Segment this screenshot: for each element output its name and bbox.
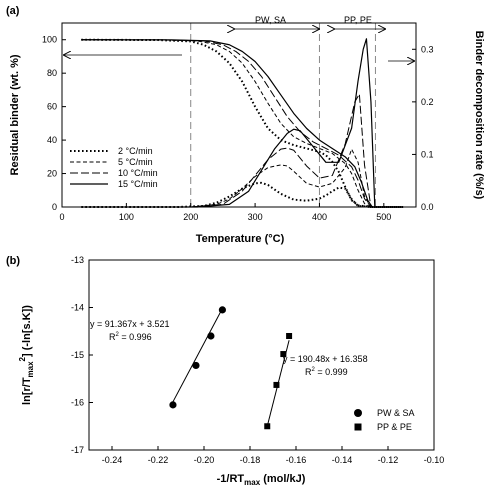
fit-r2-pw-sa-sup: 2 <box>116 332 120 338</box>
y-right-tick-label: 0.3 <box>421 44 434 54</box>
panel-a-region-lines <box>190 23 376 207</box>
region-label-pw-sa: PW, SA <box>255 15 286 25</box>
x-tick-label: 0 <box>59 212 64 222</box>
residual-curve <box>81 39 404 208</box>
rate-curve <box>81 93 404 208</box>
fit-equation-pw-sa: y = 91.367x + 3.521 <box>90 319 170 329</box>
panel-b-legend: PW & SA PP & PE <box>354 408 415 432</box>
panel-a-plot <box>81 38 404 208</box>
y-tick-label: 0 <box>52 202 57 212</box>
fit-r2-pw-sa-value: = 0.996 <box>119 332 152 342</box>
data-point <box>192 361 200 370</box>
panel-b-ylabel-tail: ] (-ln[s.K]) <box>21 305 33 357</box>
x-tick-label: -0.14 <box>332 455 353 465</box>
panel-b-xlabel-sub: max <box>244 478 261 487</box>
x-tick-label: -0.18 <box>240 455 261 465</box>
y-tick-label: -17 <box>71 445 84 455</box>
x-tick-label: -0.16 <box>286 455 307 465</box>
panel-a-ylabel: Residual binder (wt. %) <box>9 54 21 175</box>
legend-label: PW & SA <box>377 408 415 418</box>
panel-b-ylabel-sup: 2 <box>18 356 27 361</box>
panel-b: (b) -0.24 -0.22 -0.20 -0.18 -0.16 -0.14 -0.12-… <box>6 255 444 487</box>
panel-b-xlabel: -1/RTmax (mol/kJ) <box>217 473 306 487</box>
x-tick-label: 400 <box>312 212 327 222</box>
fit-r2-pw-sa-letter: R <box>109 332 116 342</box>
x-tick-label: 500 <box>376 212 391 222</box>
legend-label: 10 °C/min <box>118 168 158 178</box>
panel-a-frame <box>61 22 417 208</box>
y-tick-label: 100 <box>42 35 57 45</box>
fit-r2-pp-pe-letter: R <box>305 367 312 377</box>
data-point <box>273 381 280 388</box>
rate-curve <box>81 181 404 208</box>
fit-equation-pp-pe: y = 190.48x + 16.358 <box>283 354 368 364</box>
residual-curve <box>81 39 404 208</box>
panel-a: (a) 0 100 200 300 400 500 0 20 40 60 80 100 0.0 0.1 0.… <box>6 5 485 245</box>
panel-b-label: (b) <box>6 255 20 267</box>
y-tick-label: -13 <box>71 255 84 265</box>
residual-curve <box>81 39 404 208</box>
panel-b-plot <box>169 306 293 430</box>
y-tick-label: -16 <box>71 398 84 408</box>
legend-label: 15 °C/min <box>118 179 158 189</box>
x-tick-label: -0.10 <box>424 455 445 465</box>
rate-curve <box>81 148 404 208</box>
panel-a-ticks: 0 100 200 300 400 500 0 20 40 60 80 100 0.0 0.1 0.2 0.3 <box>42 35 434 222</box>
y-tick-label: -14 <box>71 303 84 313</box>
data-point <box>169 401 177 409</box>
fit-r2-pp-pe-sup: 2 <box>312 367 316 373</box>
legend-marker <box>354 423 362 431</box>
y-right-tick-label: 0.2 <box>421 97 434 107</box>
panel-a-xlabel: Temperature (°C) <box>196 233 285 245</box>
x-tick-label: -0.24 <box>102 455 123 465</box>
data-point <box>207 332 215 340</box>
y-tick-label: 60 <box>47 102 57 112</box>
y-tick-label: 80 <box>47 68 57 78</box>
panel-b-ticks: -0.24 -0.22 -0.20 -0.18 -0.16 -0.14 -0.12 -0.10… <box>71 255 444 465</box>
data-point <box>286 333 293 339</box>
y-tick-label: 40 <box>47 135 57 145</box>
y-right-tick-label: 0.0 <box>421 202 434 212</box>
x-tick-label: 300 <box>248 212 263 222</box>
y-tick-label: -15 <box>71 350 84 360</box>
x-tick-label: 200 <box>183 212 198 222</box>
x-tick-label: -0.20 <box>194 455 215 465</box>
fit-line <box>172 308 223 403</box>
panel-b-ylabel: ln[r/Tmax2] (-ln[s.K]) <box>18 305 35 405</box>
y-right-tick-label: 0.1 <box>421 149 434 159</box>
fit-r2-pw-sa: R2 = 0.996 <box>109 332 152 342</box>
legend-label: 5 °C/min <box>118 157 153 167</box>
legend-marker <box>354 409 362 417</box>
fit-r2-pp-pe: R2 = 0.999 <box>305 367 348 377</box>
fit-r2-pp-pe-value: = 0.999 <box>315 367 348 377</box>
data-point <box>218 306 226 314</box>
y-tick-label: 20 <box>47 169 57 179</box>
legend-label: PP & PE <box>377 422 412 432</box>
panel-b-xlabel-main: -1/RT <box>217 473 245 485</box>
panel-b-ylabel-main: ln[r/T <box>21 377 33 405</box>
panel-a-label: (a) <box>6 5 20 17</box>
rate-curve <box>81 38 404 208</box>
x-tick-label: -0.22 <box>148 455 169 465</box>
legend-label: 2 °C/min <box>118 146 153 156</box>
data-point <box>280 351 287 358</box>
panel-a-ylabel-right: Binder decomposition rate (%/s) <box>473 31 485 200</box>
data-point <box>264 423 271 430</box>
x-tick-label: 100 <box>119 212 134 222</box>
panel-b-ylabel-sub: max <box>26 361 35 378</box>
x-tick-label: -0.12 <box>378 455 399 465</box>
panel-b-xlabel-unit: (mol/kJ) <box>260 473 306 485</box>
region-label-pp-pe: PP, PE <box>344 15 372 25</box>
